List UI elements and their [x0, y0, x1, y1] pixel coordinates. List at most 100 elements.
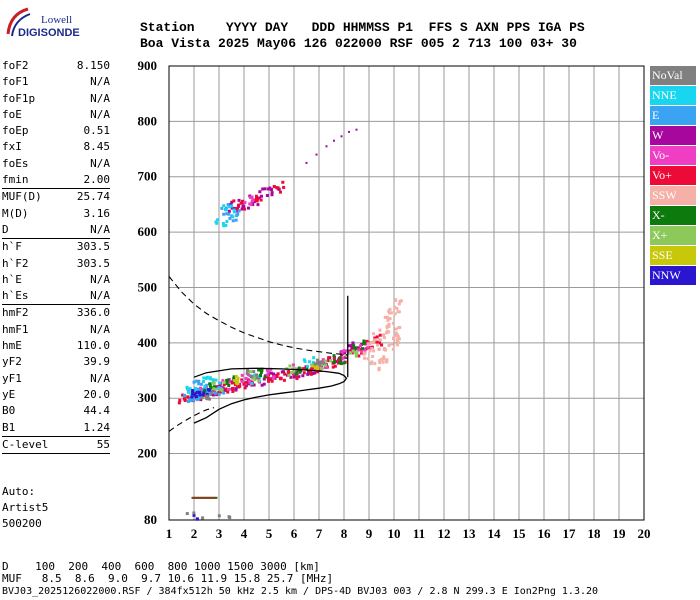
data-point: [231, 386, 235, 390]
data-point: [354, 346, 358, 350]
legend-item: Vo-: [650, 146, 696, 165]
parameter-row: fxI 8.45: [2, 139, 110, 155]
data-point: [236, 378, 240, 382]
data-point: [325, 145, 328, 148]
data-point: [232, 208, 236, 212]
data-point: [192, 380, 196, 384]
parameter-value: 110.0: [76, 339, 110, 353]
data-point: [245, 372, 249, 376]
data-point: [186, 399, 190, 403]
data-point: [387, 343, 391, 347]
parameter-name: foEs: [2, 156, 29, 170]
legend-item: NNW: [650, 266, 696, 285]
data-point: [204, 383, 208, 387]
data-point: [232, 199, 236, 203]
data-point: [202, 376, 206, 380]
data-point: [325, 365, 329, 369]
legend-item: SSE: [650, 246, 696, 265]
data-point: [319, 360, 323, 364]
data-point: [255, 199, 259, 203]
parameter-name: h`E: [2, 272, 22, 286]
parameter-value: N/A: [90, 289, 110, 303]
data-point: [362, 342, 366, 346]
data-point: [191, 397, 195, 401]
data-point: [388, 317, 392, 321]
data-point: [378, 333, 382, 337]
data-point: [375, 343, 379, 347]
data-point: [366, 342, 370, 346]
data-point: [309, 372, 313, 376]
parameter-row: foEs N/A: [2, 156, 110, 172]
data-point: [194, 379, 198, 383]
data-point: [265, 368, 269, 372]
data-point: [197, 379, 201, 383]
data-point: [217, 514, 221, 518]
data-point: [250, 195, 254, 199]
data-point: [288, 364, 292, 368]
data-point: [303, 367, 307, 371]
data-point: [194, 388, 198, 392]
data-point: [222, 380, 226, 384]
data-point: [209, 386, 213, 390]
data-point: [233, 210, 237, 214]
data-point: [373, 336, 377, 340]
data-point: [292, 375, 296, 379]
data-point: [225, 220, 229, 224]
data-point: [265, 373, 269, 377]
x-tick-label: 14: [488, 526, 502, 541]
data-point: [339, 359, 343, 363]
data-point: [230, 206, 234, 210]
data-point: [381, 333, 385, 337]
parameter-row: hmF1 N/A: [2, 322, 110, 338]
data-point: [232, 375, 236, 379]
parameter-value: 303.5: [76, 240, 110, 254]
parameter-name: D: [2, 222, 9, 236]
data-point: [382, 355, 386, 359]
data-point: [365, 339, 369, 343]
data-point: [255, 373, 259, 377]
data-point: [383, 315, 387, 319]
data-point: [394, 331, 398, 335]
data-point: [266, 370, 270, 374]
data-point: [239, 201, 243, 205]
data-point: [232, 376, 236, 380]
data-point: [283, 372, 287, 376]
data-point: [386, 318, 390, 322]
data-point: [221, 379, 225, 383]
data-point: [270, 191, 274, 195]
data-point: [247, 206, 251, 210]
data-point: [287, 370, 291, 374]
data-point: [382, 357, 386, 361]
data-point: [362, 339, 366, 343]
parameter-name: yF1: [2, 371, 22, 385]
data-point: [276, 186, 280, 190]
data-point: [306, 372, 310, 376]
data-point: [253, 373, 257, 377]
x-tick-label: 19: [613, 526, 627, 541]
data-point: [188, 387, 192, 391]
data-point: [263, 187, 267, 191]
data-point: [185, 385, 189, 389]
data-point: [228, 216, 232, 220]
parameter-name: fxI: [2, 140, 22, 154]
data-point: [351, 341, 355, 345]
data-point: [377, 366, 381, 370]
x-tick-label: 6: [291, 526, 298, 541]
data-point: [198, 393, 202, 397]
auto-label: Auto:: [2, 485, 36, 498]
data-point: [318, 363, 322, 367]
data-point: [231, 215, 235, 219]
data-point: [395, 338, 399, 342]
data-point: [309, 370, 313, 374]
data-point: [320, 362, 324, 366]
data-point: [233, 379, 237, 383]
parameter-row: M(D) 3.16: [2, 206, 110, 222]
data-point: [218, 384, 222, 388]
data-point: [259, 373, 263, 377]
data-point: [222, 204, 226, 208]
data-point: [332, 357, 336, 361]
parameter-value: 8.45: [83, 140, 111, 154]
x-tick-label: 17: [563, 526, 577, 541]
data-point: [305, 161, 308, 164]
data-point: [213, 387, 217, 391]
